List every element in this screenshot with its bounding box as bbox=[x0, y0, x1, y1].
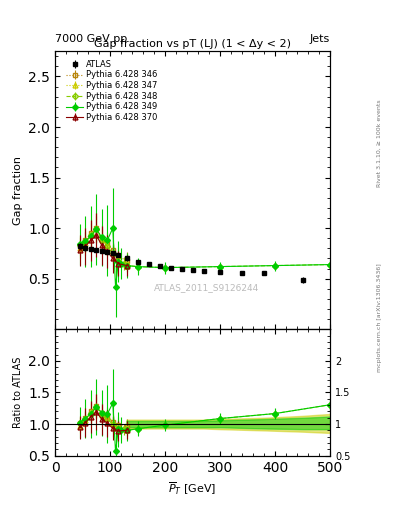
Y-axis label: Gap fraction: Gap fraction bbox=[13, 156, 23, 225]
Text: Jets: Jets bbox=[310, 33, 330, 44]
X-axis label: $\overline{P}_T$ [GeV]: $\overline{P}_T$ [GeV] bbox=[169, 480, 217, 497]
Legend: ATLAS, Pythia 6.428 346, Pythia 6.428 347, Pythia 6.428 348, Pythia 6.428 349, P: ATLAS, Pythia 6.428 346, Pythia 6.428 34… bbox=[65, 58, 160, 124]
Text: ATLAS_2011_S9126244: ATLAS_2011_S9126244 bbox=[154, 283, 259, 292]
Text: 7000 GeV pp: 7000 GeV pp bbox=[55, 33, 127, 44]
Text: Rivet 3.1.10, ≥ 100k events: Rivet 3.1.10, ≥ 100k events bbox=[377, 99, 382, 187]
Y-axis label: Ratio to ATLAS: Ratio to ATLAS bbox=[13, 357, 23, 428]
Text: mcplots.cern.ch [arXiv:1306.3436]: mcplots.cern.ch [arXiv:1306.3436] bbox=[377, 263, 382, 372]
Title: Gap fraction vs pT (LJ) (1 < Δy < 2): Gap fraction vs pT (LJ) (1 < Δy < 2) bbox=[94, 39, 291, 49]
